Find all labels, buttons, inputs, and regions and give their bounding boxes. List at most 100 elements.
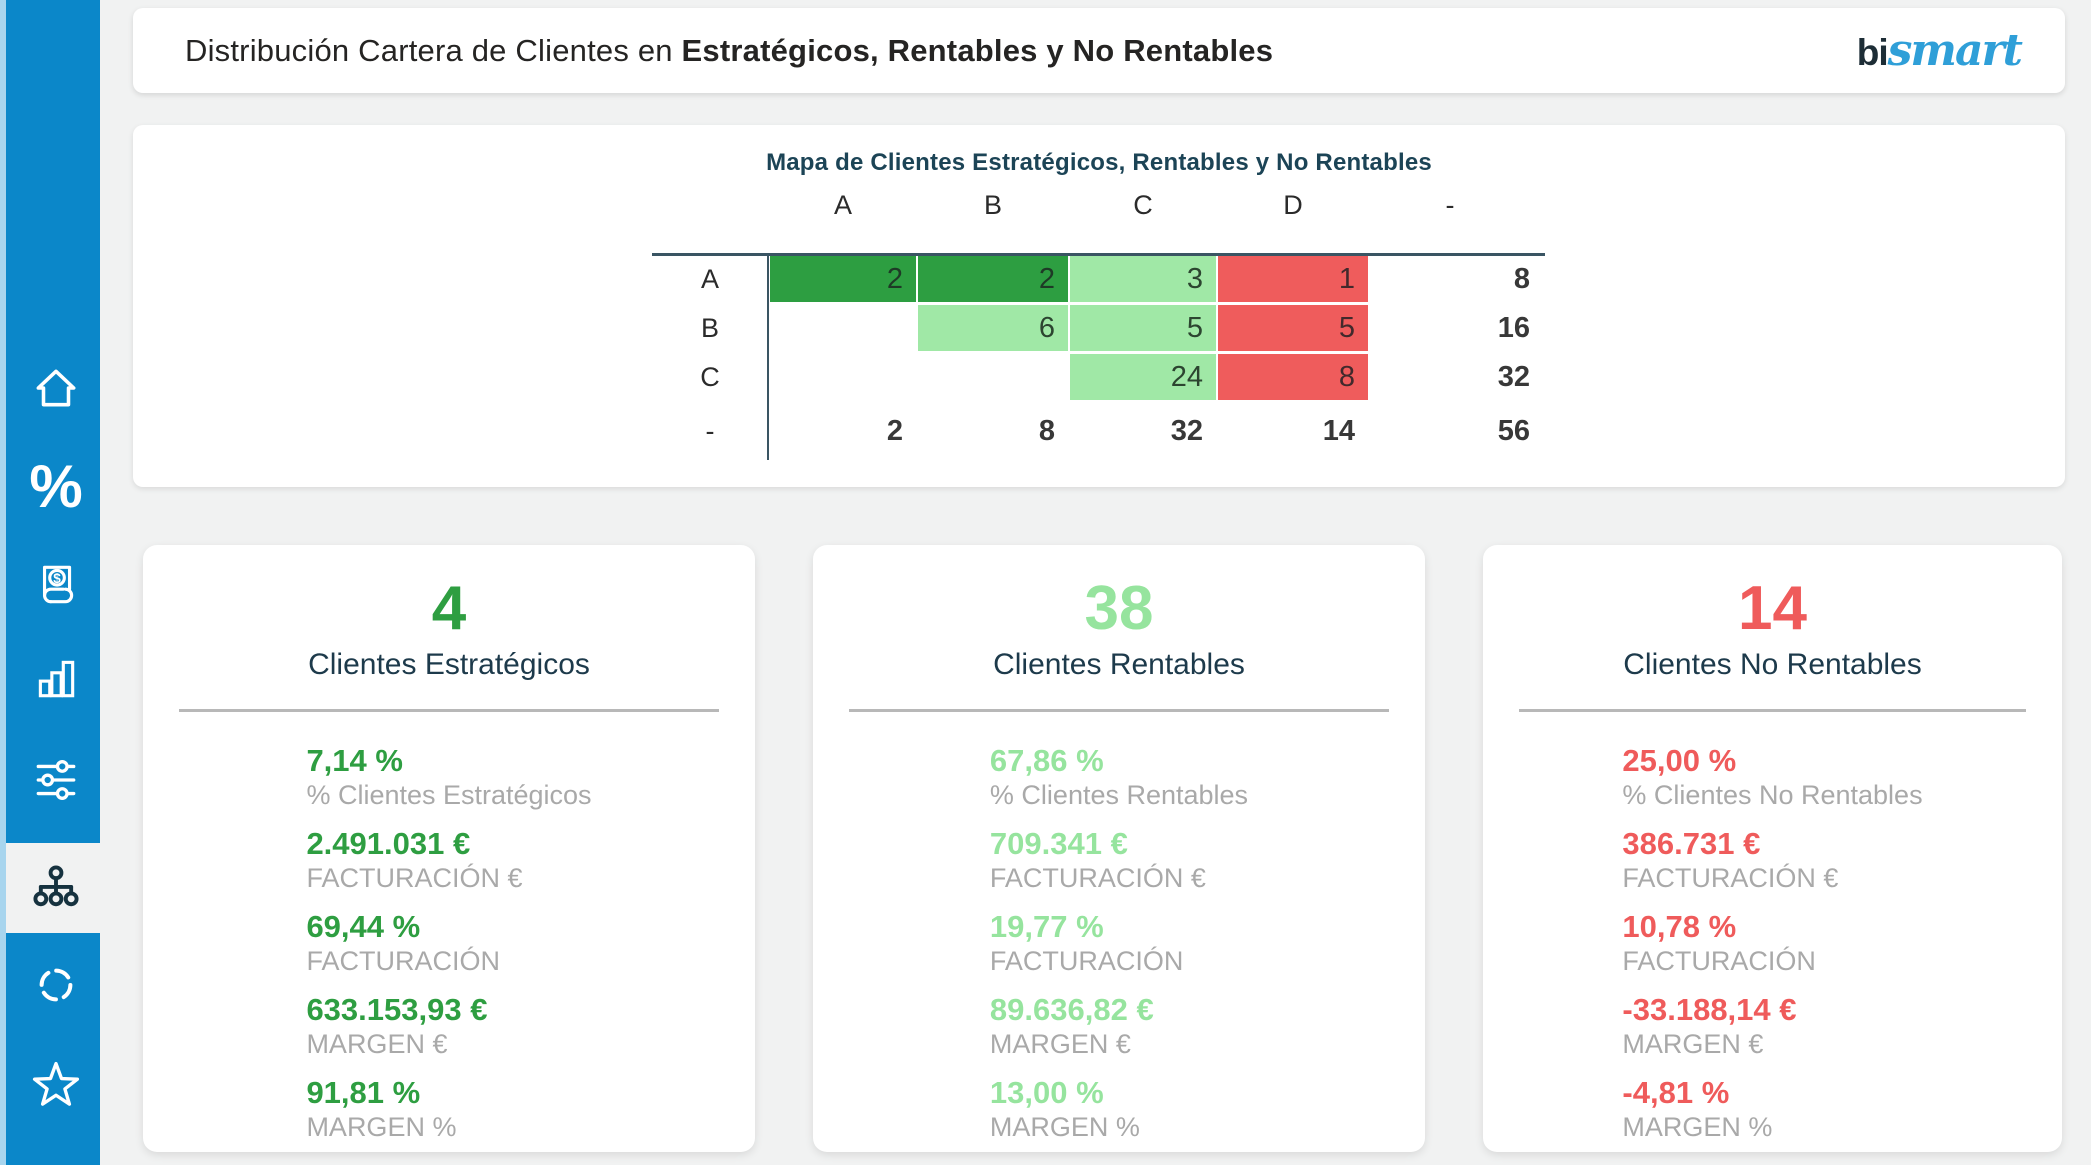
matrix-row-header-B: B bbox=[700, 313, 719, 343]
matrix-cell-AC[interactable]: 3 bbox=[1070, 256, 1216, 302]
matrix-row-total-B: 16 bbox=[1497, 312, 1530, 344]
matrix-col-total-B: 8 bbox=[1038, 415, 1055, 447]
matrix-col-header-D: D bbox=[1283, 190, 1303, 220]
sidebar-item-home[interactable] bbox=[6, 342, 106, 434]
sidebar-item-bar-chart[interactable] bbox=[6, 632, 106, 724]
sync-icon bbox=[33, 962, 79, 1008]
page-title-bold: Estratégicos, Rentables y No Rentables bbox=[681, 32, 1274, 68]
org-chart-icon bbox=[30, 862, 82, 914]
kpi-count: 38 bbox=[1084, 574, 1154, 643]
kpi-count: 4 bbox=[431, 574, 467, 643]
metric-value: 91,81 % bbox=[306, 1075, 421, 1110]
kpi-count: 14 bbox=[1738, 574, 1807, 643]
matrix-panel: Mapa de Clientes Estratégicos, Rentables… bbox=[133, 125, 2065, 487]
matrix-cell-CC[interactable]: 24 bbox=[1070, 354, 1216, 400]
sliders-icon bbox=[31, 755, 81, 805]
metric-label: FACTURACIÓN bbox=[306, 946, 500, 976]
card-title: Clientes No Rentables bbox=[1623, 648, 1922, 681]
matrix-col-header-C: C bbox=[1133, 190, 1153, 220]
card-clientes-estrategicos: 4 Clientes Estratégicos 7,14 % % Cliente… bbox=[143, 545, 755, 1152]
matrix-left-rule bbox=[767, 253, 769, 460]
matrix-grand-total: 56 bbox=[1497, 415, 1530, 447]
logo-text-bi: bi bbox=[1856, 31, 1889, 73]
matrix-cell-CD[interactable]: 8 bbox=[1218, 354, 1368, 400]
card-divider bbox=[179, 709, 719, 712]
sidebar-item-sliders[interactable] bbox=[6, 734, 106, 826]
metric-value: 386.731 € bbox=[1622, 826, 1761, 861]
sidebar-item-org-chart[interactable] bbox=[6, 843, 106, 933]
bar-chart-icon bbox=[31, 653, 81, 703]
card-clientes-no-rentables: 14 Clientes No Rentables 25,00 % % Clien… bbox=[1483, 545, 2062, 1152]
metric-value: 709.341 € bbox=[989, 826, 1128, 861]
metric-value: 89.636,82 € bbox=[989, 992, 1154, 1027]
matrix-cell-BB[interactable]: 6 bbox=[918, 305, 1068, 351]
page-title: Distribución Cartera de Clientes en Estr… bbox=[185, 33, 1273, 69]
matrix-row-header-C: C bbox=[700, 362, 720, 392]
card-title: Clientes Rentables bbox=[993, 648, 1245, 681]
metric-value: 13,00 % bbox=[989, 1075, 1104, 1110]
metric-label: % Clientes Estratégicos bbox=[306, 780, 592, 810]
matrix-title: Mapa de Clientes Estratégicos, Rentables… bbox=[766, 149, 1432, 176]
svg-text:$: $ bbox=[53, 571, 61, 586]
matrix-row-total-A: 8 bbox=[1513, 263, 1530, 295]
page-title-regular: Distribución Cartera de Clientes en bbox=[185, 32, 682, 68]
metric-label: MARGEN € bbox=[989, 1029, 1131, 1059]
matrix-col-header-total: - bbox=[1445, 190, 1455, 220]
metrics-block: 67,86 % % Clientes Rentables 709.341 € F… bbox=[990, 742, 1248, 1144]
metric-label: MARGEN € bbox=[306, 1029, 448, 1059]
metric-label: MARGEN € bbox=[1622, 1029, 1764, 1059]
matrix-cell-BD[interactable]: 5 bbox=[1218, 305, 1368, 351]
card-clientes-rentables: 38 Clientes Rentables 67,86 % % Clientes… bbox=[813, 545, 1425, 1152]
metric-label: MARGEN % bbox=[989, 1112, 1140, 1142]
metric-label: MARGEN % bbox=[306, 1112, 457, 1142]
sidebar-item-invoice[interactable]: $ bbox=[6, 539, 106, 631]
matrix-cell-AA[interactable]: 2 bbox=[770, 256, 916, 302]
matrix-cell-AB[interactable]: 2 bbox=[918, 256, 1068, 302]
metric-label: MARGEN % bbox=[1622, 1112, 1773, 1142]
metrics-block: 7,14 % % Clientes Estratégicos 2.491.031… bbox=[306, 742, 591, 1144]
metric-label: FACTURACIÓN € bbox=[306, 863, 523, 893]
metric-label: FACTURACIÓN € bbox=[1622, 863, 1839, 893]
matrix-row-header-total: - bbox=[705, 416, 715, 446]
matrix-col-header-B: B bbox=[983, 190, 1002, 220]
bismart-logo: bi smart bbox=[1856, 24, 2023, 76]
metric-value: 69,44 % bbox=[306, 909, 421, 944]
sidebar-item-sync[interactable] bbox=[6, 939, 106, 1031]
matrix-row-header-A: A bbox=[700, 264, 719, 294]
invoice-icon: $ bbox=[31, 560, 81, 610]
matrix-col-total-A: 2 bbox=[886, 415, 903, 447]
sidebar-item-percent[interactable]: % bbox=[6, 441, 106, 533]
star-icon bbox=[29, 1058, 83, 1112]
matrix-cell-AD[interactable]: 1 bbox=[1218, 256, 1368, 302]
card-divider bbox=[1519, 709, 2026, 712]
sidebar-item-star[interactable] bbox=[6, 1039, 106, 1131]
metric-label: % Clientes No Rentables bbox=[1622, 780, 1923, 810]
metric-value: 633.153,93 € bbox=[306, 992, 488, 1027]
metric-value: 19,77 % bbox=[989, 909, 1104, 944]
card-divider bbox=[849, 709, 1389, 712]
metric-value: -4,81 % bbox=[1622, 1075, 1730, 1110]
metric-label: FACTURACIÓN bbox=[989, 946, 1184, 976]
metric-label: % Clientes Rentables bbox=[989, 780, 1249, 810]
matrix-col-total-D: 14 bbox=[1322, 415, 1355, 447]
metric-label: FACTURACIÓN bbox=[1622, 946, 1816, 976]
metric-value: 2.491.031 € bbox=[306, 826, 471, 861]
header-bar: Distribución Cartera de Clientes en Estr… bbox=[133, 8, 2065, 93]
matrix-col-header-A: A bbox=[833, 190, 852, 220]
matrix-col-total-C: 32 bbox=[1170, 415, 1203, 447]
home-icon bbox=[31, 363, 81, 413]
card-title: Clientes Estratégicos bbox=[308, 648, 590, 681]
metric-value: 25,00 % bbox=[1622, 743, 1737, 778]
percent-icon: % bbox=[29, 453, 83, 520]
metric-value: 7,14 % bbox=[306, 743, 403, 778]
metric-label: FACTURACIÓN € bbox=[989, 863, 1206, 893]
metrics-block: 25,00 % % Clientes No Rentables 386.731 … bbox=[1622, 742, 1922, 1144]
matrix-row-total-C: 32 bbox=[1497, 361, 1530, 393]
logo-text-smart: smart bbox=[1887, 24, 2023, 76]
matrix-cell-BC[interactable]: 5 bbox=[1070, 305, 1216, 351]
metric-value: 67,86 % bbox=[989, 743, 1104, 778]
matrix-top-rule bbox=[652, 253, 1545, 256]
metric-value: 10,78 % bbox=[1622, 909, 1737, 944]
metric-value: -33.188,14 € bbox=[1622, 992, 1797, 1027]
sidebar-nav: % $ bbox=[0, 0, 106, 1165]
